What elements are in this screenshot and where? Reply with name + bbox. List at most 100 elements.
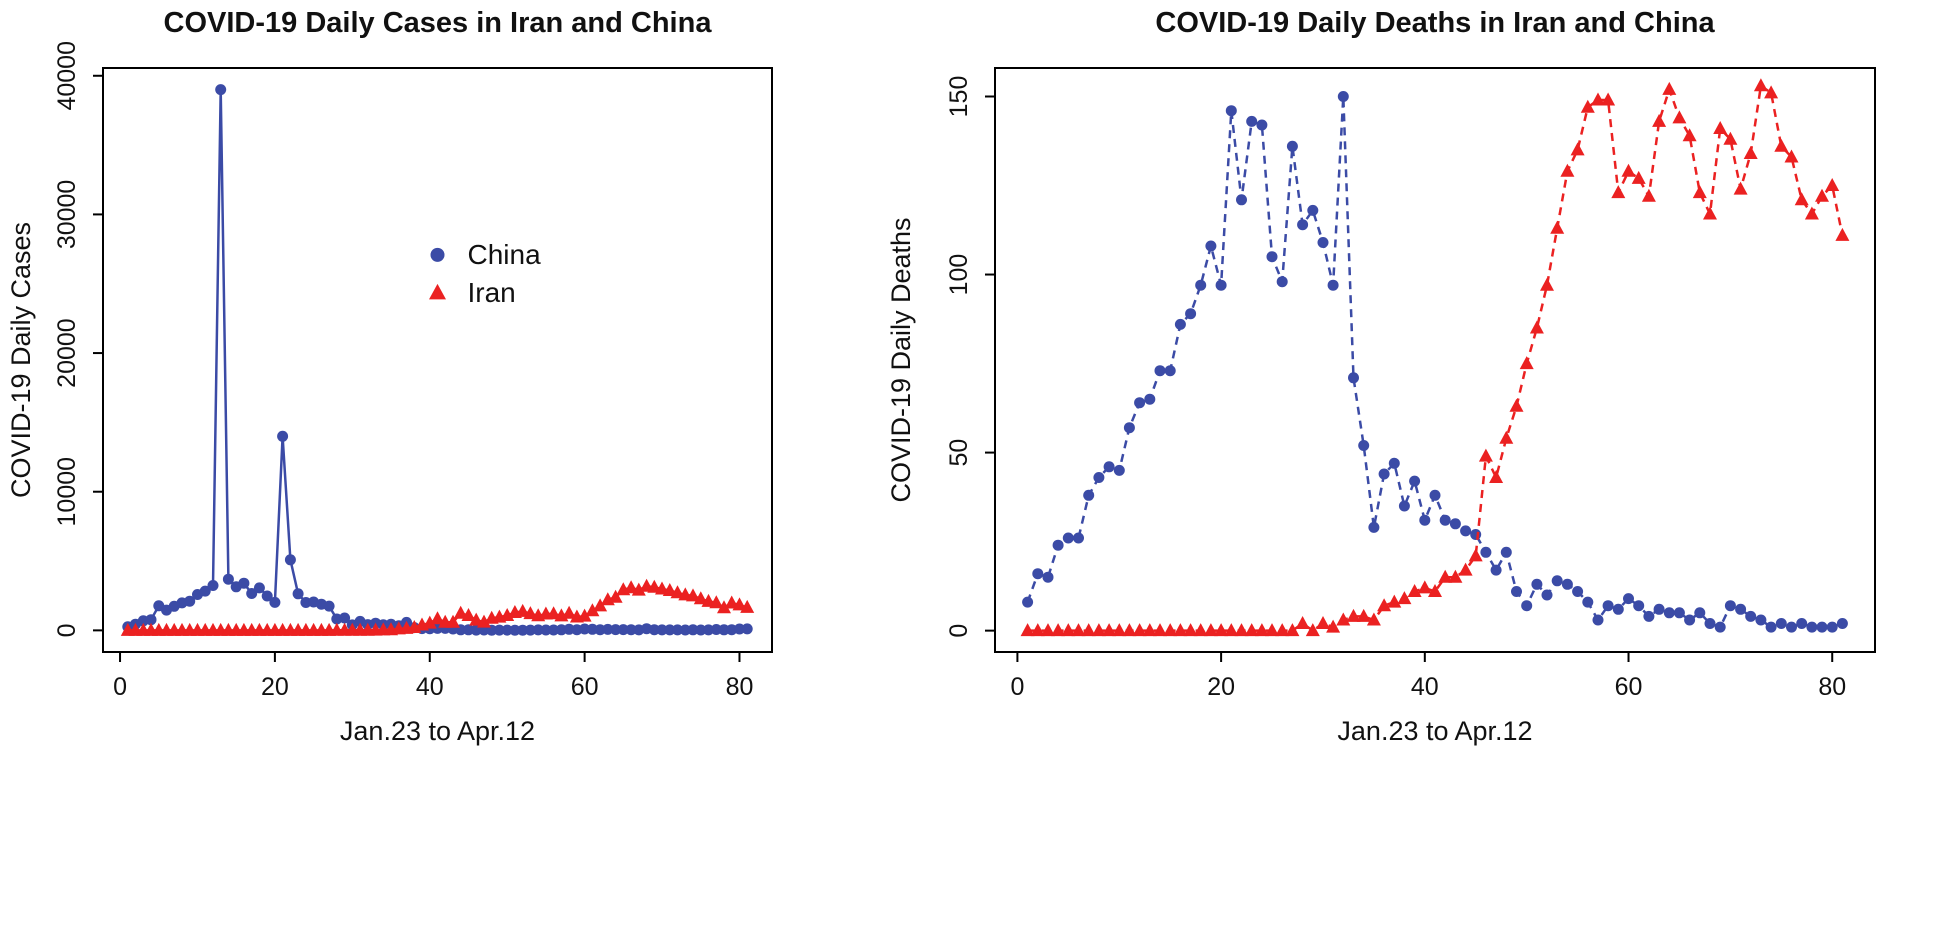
data-point-iran-triangle-icon	[1183, 623, 1198, 637]
data-point-iran-triangle-icon	[1153, 623, 1167, 637]
legend-label-china: China	[468, 239, 542, 270]
y-tick-label: 40000	[53, 41, 81, 111]
legend-label-iran: Iran	[468, 277, 516, 308]
data-point-china-circle-icon	[1551, 575, 1563, 587]
data-point-china-circle-icon	[207, 580, 219, 591]
data-point-iran-triangle-icon	[523, 606, 538, 620]
data-point-iran-triangle-icon	[1529, 320, 1544, 334]
data-point-iran-triangle-icon	[1591, 92, 1605, 106]
data-point-china-circle-icon	[1337, 91, 1349, 102]
data-point-iran-triangle-icon	[1428, 584, 1442, 597]
data-point-iran-triangle-icon	[1316, 616, 1330, 629]
data-point-iran-triangle-icon	[562, 605, 577, 619]
y-tick-label: 20000	[53, 318, 81, 388]
data-point-china-circle-icon	[703, 624, 714, 636]
data-point-iran-triangle-icon	[430, 611, 445, 625]
data-point-china-circle-icon	[734, 623, 745, 635]
data-point-iran-triangle-icon	[1631, 170, 1646, 184]
data-point-iran-triangle-icon	[1489, 470, 1504, 483]
data-point-china-circle-icon	[579, 623, 591, 635]
data-point-iran-triangle-icon	[1448, 569, 1463, 583]
data-point-iran-triangle-icon	[1662, 81, 1677, 95]
data-point-china-circle-icon	[1358, 440, 1370, 451]
data-point-iran-triangle-icon	[593, 598, 608, 612]
data-point-china-circle-icon	[1724, 600, 1736, 612]
data-point-iran-triangle-icon	[1468, 548, 1483, 562]
data-point-china-circle-icon	[509, 624, 521, 636]
data-point-china-circle-icon	[679, 624, 691, 636]
data-point-china-circle-icon	[1745, 610, 1757, 622]
series-line-china	[127, 89, 748, 632]
data-point-iran-triangle-icon	[1285, 623, 1300, 637]
data-point-iran-triangle-icon	[1682, 128, 1697, 142]
data-point-china-circle-icon	[1378, 468, 1390, 480]
data-point-iran-triangle-icon	[1061, 623, 1076, 637]
data-point-china-circle-icon	[238, 577, 250, 589]
series-iran	[1020, 78, 1850, 637]
data-point-iran-triangle-icon	[1397, 591, 1412, 605]
data-point-iran-triangle-icon	[1305, 623, 1320, 637]
data-point-china-circle-icon	[246, 588, 258, 599]
data-point-iran-triangle-icon	[631, 582, 646, 596]
data-point-china-circle-icon	[222, 573, 234, 585]
data-point-china-circle-icon	[261, 590, 273, 602]
x-tick-label: 60	[571, 673, 599, 701]
data-point-iran-triangle-icon	[1071, 623, 1086, 637]
data-point-iran-triangle-icon	[1743, 146, 1758, 159]
series-iran	[120, 578, 755, 636]
y-axis-title: COVID-19 Daily Cases	[6, 222, 36, 498]
data-point-iran-triangle-icon	[1326, 619, 1341, 633]
data-point-china-circle-icon	[1246, 115, 1258, 127]
data-point-china-circle-icon	[1643, 610, 1655, 622]
x-tick-label: 20	[1207, 673, 1235, 701]
data-point-china-circle-icon	[524, 624, 536, 636]
plot-box	[102, 67, 773, 653]
legend-marker-iran-triangle-icon	[429, 283, 446, 300]
data-point-china-circle-icon	[253, 582, 265, 594]
data-point-iran-triangle-icon	[1163, 623, 1178, 637]
data-point-china-circle-icon	[463, 624, 474, 636]
data-point-iran-triangle-icon	[1377, 598, 1392, 612]
y-axis-title: COVID-19 Daily Deaths	[886, 217, 916, 502]
data-point-china-circle-icon	[602, 623, 614, 635]
data-point-china-circle-icon	[656, 624, 668, 636]
data-point-iran-triangle-icon	[1753, 78, 1768, 92]
chart-title: COVID-19 Daily Cases in Iran and China	[164, 7, 713, 39]
data-point-china-circle-icon	[1735, 603, 1747, 615]
data-point-iran-triangle-icon	[1132, 623, 1147, 637]
data-point-china-circle-icon	[1602, 600, 1614, 612]
data-point-china-circle-icon	[1796, 618, 1808, 629]
data-point-china-circle-icon	[1327, 279, 1339, 291]
data-point-iran-triangle-icon	[1366, 612, 1381, 626]
data-point-iran-triangle-icon	[732, 597, 747, 611]
data-point-iran-triangle-icon	[1692, 185, 1707, 199]
data-point-china-circle-icon	[339, 612, 351, 624]
data-point-iran-triangle-icon	[1112, 623, 1127, 637]
data-point-china-circle-icon	[1775, 618, 1787, 629]
data-point-china-circle-icon	[1531, 578, 1543, 590]
data-point-iran-triangle-icon	[1193, 623, 1208, 637]
data-point-china-circle-icon	[1511, 586, 1522, 597]
data-point-iran-triangle-icon	[453, 605, 468, 619]
data-point-china-circle-icon	[1572, 586, 1584, 597]
data-point-china-circle-icon	[1806, 621, 1818, 633]
data-point-china-circle-icon	[1490, 564, 1502, 576]
data-point-china-circle-icon	[1276, 276, 1288, 288]
data-point-china-circle-icon	[1144, 393, 1156, 405]
data-point-iran-triangle-icon	[1825, 178, 1840, 191]
data-point-china-circle-icon	[1052, 539, 1064, 551]
data-point-iran-triangle-icon	[717, 600, 731, 614]
data-point-iran-triangle-icon	[1020, 623, 1035, 637]
data-point-china-circle-icon	[563, 623, 575, 635]
data-point-iran-triangle-icon	[1733, 181, 1748, 195]
data-point-iran-triangle-icon	[670, 585, 685, 599]
x-tick-label: 60	[1615, 673, 1643, 701]
data-point-china-circle-icon	[277, 430, 289, 442]
data-point-china-circle-icon	[1134, 397, 1146, 409]
data-point-china-circle-icon	[1215, 279, 1227, 291]
data-point-china-circle-icon	[517, 624, 529, 636]
data-point-china-circle-icon	[1113, 464, 1125, 476]
data-point-china-circle-icon	[1470, 529, 1482, 540]
data-point-iran-triangle-icon	[1794, 192, 1809, 206]
data-point-china-circle-icon	[1236, 194, 1247, 206]
